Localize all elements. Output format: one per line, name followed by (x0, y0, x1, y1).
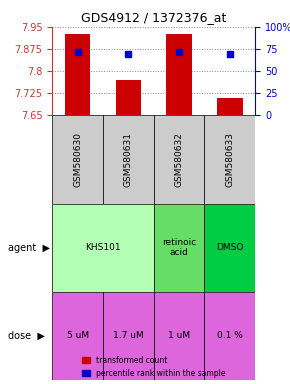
Text: GSM580630: GSM580630 (73, 132, 82, 187)
Text: 5 uM: 5 uM (66, 331, 89, 341)
Text: 1.7 uM: 1.7 uM (113, 331, 144, 341)
Text: GSM580633: GSM580633 (225, 132, 234, 187)
Bar (217, 98, 242, 115)
Legend: transformed count, percentile rank within the sample: transformed count, percentile rank withi… (80, 354, 228, 380)
Bar (65, 34, 90, 115)
Text: KHS101: KHS101 (85, 243, 121, 252)
Bar (116, 80, 141, 115)
FancyBboxPatch shape (154, 292, 204, 380)
Text: DMSO: DMSO (216, 243, 244, 252)
Text: GSM580631: GSM580631 (124, 132, 133, 187)
FancyBboxPatch shape (204, 292, 255, 380)
FancyBboxPatch shape (154, 115, 204, 204)
Title: GDS4912 / 1372376_at: GDS4912 / 1372376_at (81, 11, 226, 24)
Text: dose  ▶: dose ▶ (8, 331, 44, 341)
FancyBboxPatch shape (52, 292, 103, 380)
FancyBboxPatch shape (204, 204, 255, 292)
Bar (166, 34, 192, 115)
Text: 0.1 %: 0.1 % (217, 331, 243, 341)
FancyBboxPatch shape (52, 115, 103, 204)
Text: 1 uM: 1 uM (168, 331, 190, 341)
FancyBboxPatch shape (103, 292, 154, 380)
Text: agent  ▶: agent ▶ (8, 243, 50, 253)
FancyBboxPatch shape (52, 204, 154, 292)
Text: GSM580632: GSM580632 (175, 132, 184, 187)
FancyBboxPatch shape (204, 115, 255, 204)
Text: retinoic
acid: retinoic acid (162, 238, 196, 257)
FancyBboxPatch shape (154, 204, 204, 292)
FancyBboxPatch shape (103, 115, 154, 204)
